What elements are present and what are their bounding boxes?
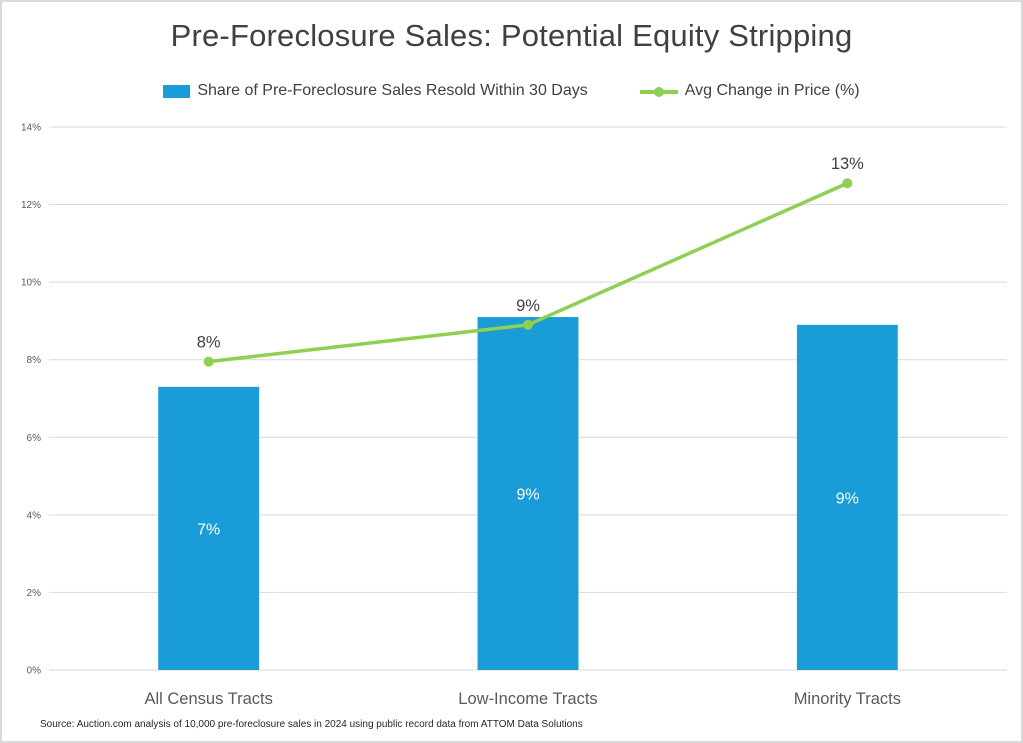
line-data-label: 13%: [831, 155, 864, 173]
y-tick-label: 8%: [27, 355, 42, 366]
y-tick-label: 2%: [27, 588, 42, 599]
y-tick-label: 10%: [21, 278, 41, 289]
legend-item-line-series: Avg Change in Price (%): [639, 82, 860, 100]
y-tick-label: 4%: [27, 510, 42, 521]
category-label: Low-Income Tracts: [458, 690, 597, 708]
line-point-marker: [842, 178, 853, 189]
y-tick-label: 14%: [21, 123, 41, 134]
y-tick-label: 6%: [27, 433, 42, 444]
chart-title: Pre-Foreclosure Sales: Potential Equity …: [170, 18, 853, 53]
legend-line-label: Avg Change in Price (%): [684, 82, 860, 99]
y-tick-label: 0%: [27, 666, 42, 677]
source-note: Source: Auction.com analysis of 10,000 p…: [40, 719, 583, 730]
category-label: Minority Tracts: [794, 690, 901, 708]
chart-legend: Share of Pre-Foreclosure Sales Resold Wi…: [2, 82, 1021, 100]
line-point-marker: [203, 356, 214, 367]
category-label: All Census Tracts: [144, 690, 272, 708]
legend-bar-label: Share of Pre-Foreclosure Sales Resold Wi…: [197, 82, 588, 99]
bar-data-label: 9%: [836, 490, 859, 507]
line-series-swatch-icon: [639, 85, 678, 98]
bar-data-label: 9%: [516, 487, 539, 504]
bar: [477, 317, 579, 670]
bar-series-swatch-icon: [163, 84, 191, 98]
y-tick-label: 12%: [21, 200, 41, 211]
line-data-label: 8%: [197, 334, 221, 352]
bar: [796, 324, 898, 670]
legend-item-bar-series: Share of Pre-Foreclosure Sales Resold Wi…: [163, 82, 588, 100]
line-data-label: 9%: [516, 297, 540, 315]
bar-data-label: 7%: [197, 521, 220, 538]
bar: [158, 386, 260, 670]
line-point-marker: [523, 319, 533, 330]
